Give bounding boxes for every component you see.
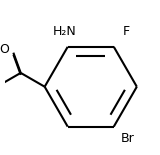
Text: H₂N: H₂N bbox=[53, 25, 76, 38]
Text: O: O bbox=[0, 43, 9, 56]
Text: F: F bbox=[123, 25, 130, 38]
Text: Br: Br bbox=[121, 132, 135, 145]
